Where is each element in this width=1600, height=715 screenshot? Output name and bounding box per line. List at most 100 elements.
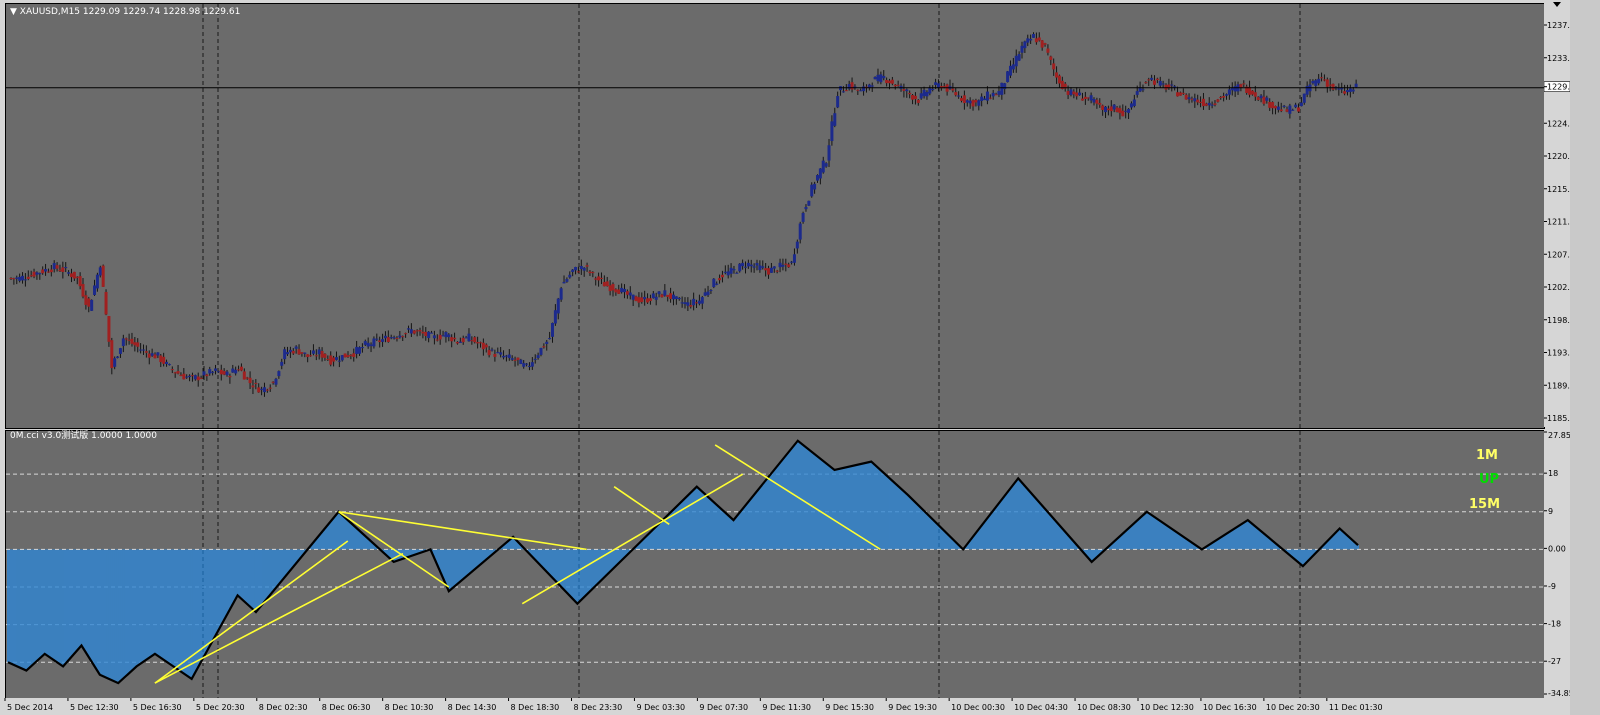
candle [960,95,964,103]
trendline-0[interactable] [154,540,349,684]
cci-zigzag-line [7,439,1359,685]
candle [1026,34,1030,47]
candle [450,334,454,348]
price-tick-7: 1207.10 [1547,250,1570,259]
candle [121,334,125,353]
cci-tick-3: 0.00 [1548,544,1566,553]
candle [602,275,606,287]
candle [1210,101,1214,109]
candle [1083,91,1087,105]
candle [317,346,321,360]
candle [1230,82,1234,96]
candle [1032,32,1036,38]
candle [715,281,719,286]
candle [890,76,894,86]
candle [193,374,197,381]
candle [862,82,866,96]
candle [1233,81,1237,97]
candle [185,374,189,379]
candle [1245,84,1249,95]
candle [1006,70,1010,83]
price-tick-5: 1215.90 [1547,185,1570,194]
candle [853,84,857,90]
candle [170,366,174,374]
candle [110,337,114,375]
candle [974,98,978,107]
candle [104,289,108,316]
candle [144,345,148,358]
candle [1129,101,1133,110]
candle [813,181,817,194]
time-tick-12: 9 Dec 11:30 [762,703,811,712]
candle [761,260,765,270]
candle [101,264,105,287]
trendline-6[interactable] [714,444,881,551]
trendline-1[interactable] [154,552,404,684]
candle [640,292,644,304]
candle [389,334,393,340]
trendline-4[interactable] [521,473,744,605]
candle [597,272,601,287]
candle [1201,92,1205,110]
candle [767,265,771,279]
candle [790,260,794,265]
candle [1118,105,1122,120]
candle [885,77,889,87]
candle [1282,104,1286,109]
candle [1034,32,1038,45]
candle [1250,90,1254,96]
candle [202,366,206,381]
candle [216,370,220,374]
candle [211,370,215,376]
indicator-pane[interactable]: 0M.cci v3.0测试版 1.0000 1.0000 1M UP 15M [5,430,1545,700]
candle [1216,98,1220,103]
candle [430,330,434,334]
trendline-2[interactable] [338,510,587,551]
candle [127,333,131,345]
chart-shift-marker-icon[interactable] [1552,0,1562,10]
candle [499,347,503,358]
candle [1023,40,1027,53]
dropdown-triangle-icon[interactable]: ▼ [10,7,20,17]
candle [781,258,785,271]
price-chart-pane[interactable]: ▼ XAUUSD,M15 1229.09 1229.74 1228.98 122… [5,3,1545,429]
candle [1348,84,1352,98]
candle [527,362,531,371]
price-tick-2: 1229.61 [1547,83,1570,92]
candle [360,343,364,353]
candle [1213,100,1217,107]
candle [795,239,799,254]
candle [1055,66,1059,84]
time-tick-14: 9 Dec 19:30 [888,703,937,712]
candle [1150,74,1154,82]
window-scroll-strip[interactable] [1570,0,1600,715]
candle [1262,90,1266,106]
candle [1204,102,1208,107]
candle [625,289,629,299]
candle [680,296,684,308]
candle [199,375,203,380]
candle [576,266,580,274]
trendline-5[interactable] [613,486,670,525]
cci-tick-4: -9 [1548,582,1556,591]
candle [314,349,318,361]
candle [29,270,33,278]
trendline-3[interactable] [338,511,450,588]
candle [571,268,575,277]
candle [67,270,71,277]
candle [239,363,243,372]
candle [90,299,94,311]
candle [585,262,589,272]
chart-header: ▼ XAUUSD,M15 1229.09 1229.74 1228.98 122… [10,7,240,17]
candle [732,265,736,274]
candle [1253,85,1257,101]
candle [994,92,998,96]
price-candles [6,4,1544,428]
candle [196,372,200,387]
candle [188,374,192,382]
candle [876,68,880,84]
candle [23,273,27,287]
candle [919,88,923,100]
candle [303,352,307,358]
candle [395,336,399,342]
